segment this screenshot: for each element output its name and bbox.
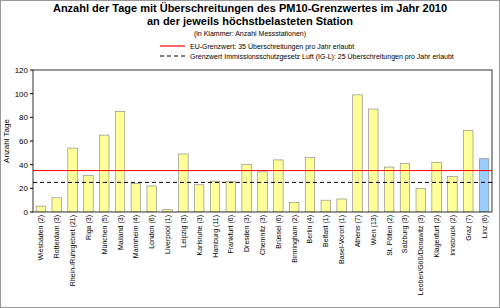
bar bbox=[115, 111, 124, 212]
x-tick-label: Karlsruhe (3) bbox=[196, 215, 204, 255]
x-tick-label: London (6) bbox=[148, 215, 156, 249]
x-tick-label: Graz (7) bbox=[465, 215, 473, 241]
bar bbox=[52, 198, 61, 212]
annotation: (in Klammer: Anzahl Messstationen) bbox=[194, 30, 306, 38]
x-tick-label: Brüssel (6) bbox=[275, 215, 283, 249]
x-tick-label: Rotterdam (3) bbox=[53, 215, 61, 258]
legend-swatch bbox=[160, 55, 185, 56]
y-axis-label: Anzahl Tage bbox=[2, 119, 11, 163]
y-tick bbox=[30, 117, 33, 118]
y-tick-label: 0 bbox=[24, 208, 29, 217]
background bbox=[1, 1, 500, 308]
bar bbox=[274, 160, 283, 212]
x-tick-label: St. Pölten (2) bbox=[386, 215, 394, 256]
bar bbox=[99, 135, 108, 212]
x-tick-label: Birmingham (2) bbox=[291, 215, 299, 263]
x-tick-label: Klagenfurt (2) bbox=[433, 215, 441, 257]
bar bbox=[384, 167, 393, 212]
x-tick-label: Dresden (3) bbox=[243, 215, 251, 252]
y-tick bbox=[30, 93, 33, 94]
bar bbox=[289, 203, 298, 212]
bar bbox=[321, 200, 330, 212]
y-tick bbox=[30, 212, 33, 213]
x-tick-label: Mailand (3) bbox=[117, 215, 125, 250]
x-tick-label: Hamburg (11) bbox=[212, 215, 220, 258]
y-tick-label: 60 bbox=[19, 137, 28, 146]
x-tick-label: Belfast (1) bbox=[322, 215, 330, 247]
bar bbox=[131, 184, 140, 212]
y-tick-label: 100 bbox=[15, 90, 29, 99]
bar bbox=[84, 175, 93, 212]
y-tick-label: 80 bbox=[19, 113, 28, 122]
y-tick-label: 20 bbox=[19, 184, 28, 193]
bar bbox=[147, 186, 156, 212]
y-tick bbox=[30, 188, 33, 189]
x-tick-label: Innsbruck (2) bbox=[449, 215, 457, 256]
x-tick-label: Riga (3) bbox=[85, 215, 93, 240]
plot bbox=[33, 95, 492, 212]
reference-line bbox=[33, 182, 492, 183]
bar bbox=[226, 181, 235, 212]
y-tick bbox=[30, 70, 33, 71]
x-tick-label: Basel-Vorort (1) bbox=[338, 215, 346, 264]
bar bbox=[36, 206, 45, 212]
bar bbox=[464, 130, 473, 212]
bar bbox=[353, 95, 362, 212]
bar bbox=[369, 109, 378, 212]
y-tick bbox=[30, 164, 33, 165]
y-tick-label: 120 bbox=[15, 66, 29, 75]
plot-frame bbox=[33, 70, 492, 212]
x-tick-label: Athens (7) bbox=[354, 215, 362, 247]
chart: Anzahl der Tage mit Überschreitungen des… bbox=[0, 0, 500, 308]
bar bbox=[448, 177, 457, 213]
x-tick-label: Linz (6) bbox=[481, 215, 489, 238]
x-tick-label: Wiesbaden (2) bbox=[37, 215, 45, 261]
x-tick-label: Leipzig (3) bbox=[180, 215, 188, 248]
y-tick-label: 40 bbox=[19, 161, 28, 170]
bar bbox=[416, 188, 425, 212]
bar bbox=[194, 185, 203, 212]
x-tick-label: Wien (13) bbox=[370, 215, 378, 245]
bar bbox=[479, 159, 488, 212]
x-tick-label: Berlin (4) bbox=[306, 215, 314, 243]
bar bbox=[337, 199, 346, 212]
bar bbox=[210, 181, 219, 212]
legend-label: Grenzwert Immissionsschutzgesetz Luft (I… bbox=[190, 53, 454, 61]
bar bbox=[432, 162, 441, 212]
bar bbox=[242, 165, 251, 212]
legend-swatch bbox=[160, 45, 185, 46]
bar bbox=[68, 148, 77, 212]
x-tick-label: München (5) bbox=[101, 215, 109, 254]
bar bbox=[179, 154, 188, 212]
x-tick-label: Liverpool (1) bbox=[164, 215, 172, 254]
bar bbox=[305, 158, 314, 212]
x-tick-label: Mannheim (4) bbox=[132, 215, 140, 258]
x-tick-label: Rhein-/Ruhrgebiet (21) bbox=[69, 215, 77, 286]
title: Anzahl der Tage mit Überschreitungen des… bbox=[53, 2, 447, 14]
reference-line bbox=[33, 170, 492, 171]
bar bbox=[258, 172, 267, 212]
x-tick-label: Frankfurt (6) bbox=[227, 215, 235, 254]
y-tick bbox=[30, 141, 33, 142]
legend-label: EU-Grenzwert: 35 Überschreitungen pro Ja… bbox=[190, 43, 354, 51]
subtitle: an der jeweils höchstbelasteten Station bbox=[147, 15, 353, 27]
x-tick-label: Salzburg (3) bbox=[401, 215, 409, 253]
x-tick-label: Leoben/Göß/Donawitz (3) bbox=[417, 215, 425, 295]
x-tick-label: Chemnitz (3) bbox=[259, 215, 267, 255]
